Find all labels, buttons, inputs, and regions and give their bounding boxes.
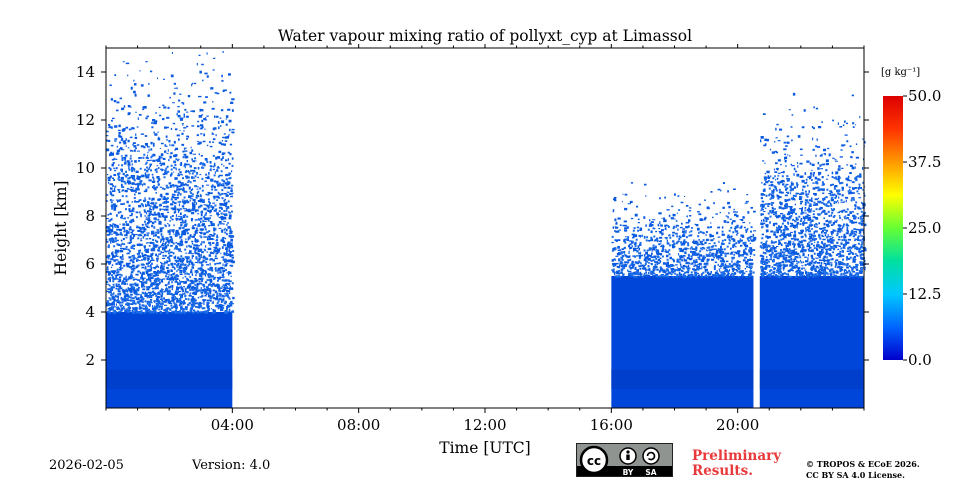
badge-strip (577, 466, 672, 476)
colorbar-tick-label: 12.5 (908, 285, 941, 303)
copyright-note: © TROPOS & ECoE 2026. CC BY SA 4.0 Licen… (806, 459, 920, 481)
sa-label: SA (645, 468, 656, 476)
x-tick-label: 16:00 (590, 416, 633, 434)
colorbar-tick-label: 50.0 (908, 87, 941, 105)
data-speckle-light (106, 153, 235, 314)
cc-license-badge: cc BY SA (576, 443, 673, 477)
data-speckle-light (759, 175, 866, 278)
colorbar-tick-label: 37.5 (908, 153, 941, 171)
colorbar-tick-label: 0.0 (908, 351, 932, 369)
copyright-line2: CC BY SA 4.0 License. (806, 470, 905, 480)
y-tick-label: 10 (76, 159, 95, 177)
data-speckle-light (611, 225, 755, 278)
data-speckle (759, 92, 867, 278)
y-axis: 2 4 6 8 10 12 14 (76, 63, 869, 369)
y-tick-label: 14 (76, 63, 95, 81)
y-tick-label: 2 (85, 351, 95, 369)
x-tick-label: 20:00 (716, 416, 759, 434)
data-band (106, 369, 233, 389)
x-tick-label: 04:00 (211, 416, 254, 434)
cc-icon (579, 445, 609, 475)
footer-date: 2026-02-05 (49, 458, 124, 473)
y-tick-label: 6 (85, 255, 95, 273)
colorbar-unit: [g kg⁻¹] (881, 67, 920, 78)
data-field (106, 51, 867, 408)
copyright-line1: © TROPOS & ECoE 2026. (806, 459, 920, 469)
preliminary-line1: Preliminary (692, 448, 782, 464)
by-label: BY (623, 468, 634, 476)
data-speckle (106, 51, 235, 314)
data-band (759, 369, 864, 389)
y-tick-label: 12 (76, 111, 95, 129)
x-tick-label: 12:00 (463, 416, 506, 434)
colorbar-tick-label: 25.0 (908, 219, 941, 237)
data-band (611, 369, 754, 389)
y-axis-label: Height [km] (52, 181, 70, 276)
data-speckle (611, 182, 757, 279)
sa-icon (642, 447, 660, 465)
chart-title: Water vapour mixing ratio of pollyxt_cyp… (278, 27, 692, 45)
data-block (106, 312, 233, 408)
cc-icon-text: cc (587, 454, 601, 468)
y-tick-label: 8 (85, 207, 95, 225)
colorbar-ticks: 0.0 12.5 25.0 37.5 50.0 (903, 87, 941, 369)
x-axis: 04:00 08:00 12:00 16:00 20:00 (105, 44, 865, 434)
preliminary-note: Preliminary Results. (692, 449, 781, 479)
y-tick-label: 4 (85, 303, 95, 321)
preliminary-line2: Results. (692, 463, 753, 479)
footer-version: Version: 4.0 (192, 458, 271, 473)
x-tick-label: 08:00 (337, 416, 380, 434)
x-axis-label: Time [UTC] (439, 439, 530, 457)
colorbar (883, 96, 903, 360)
